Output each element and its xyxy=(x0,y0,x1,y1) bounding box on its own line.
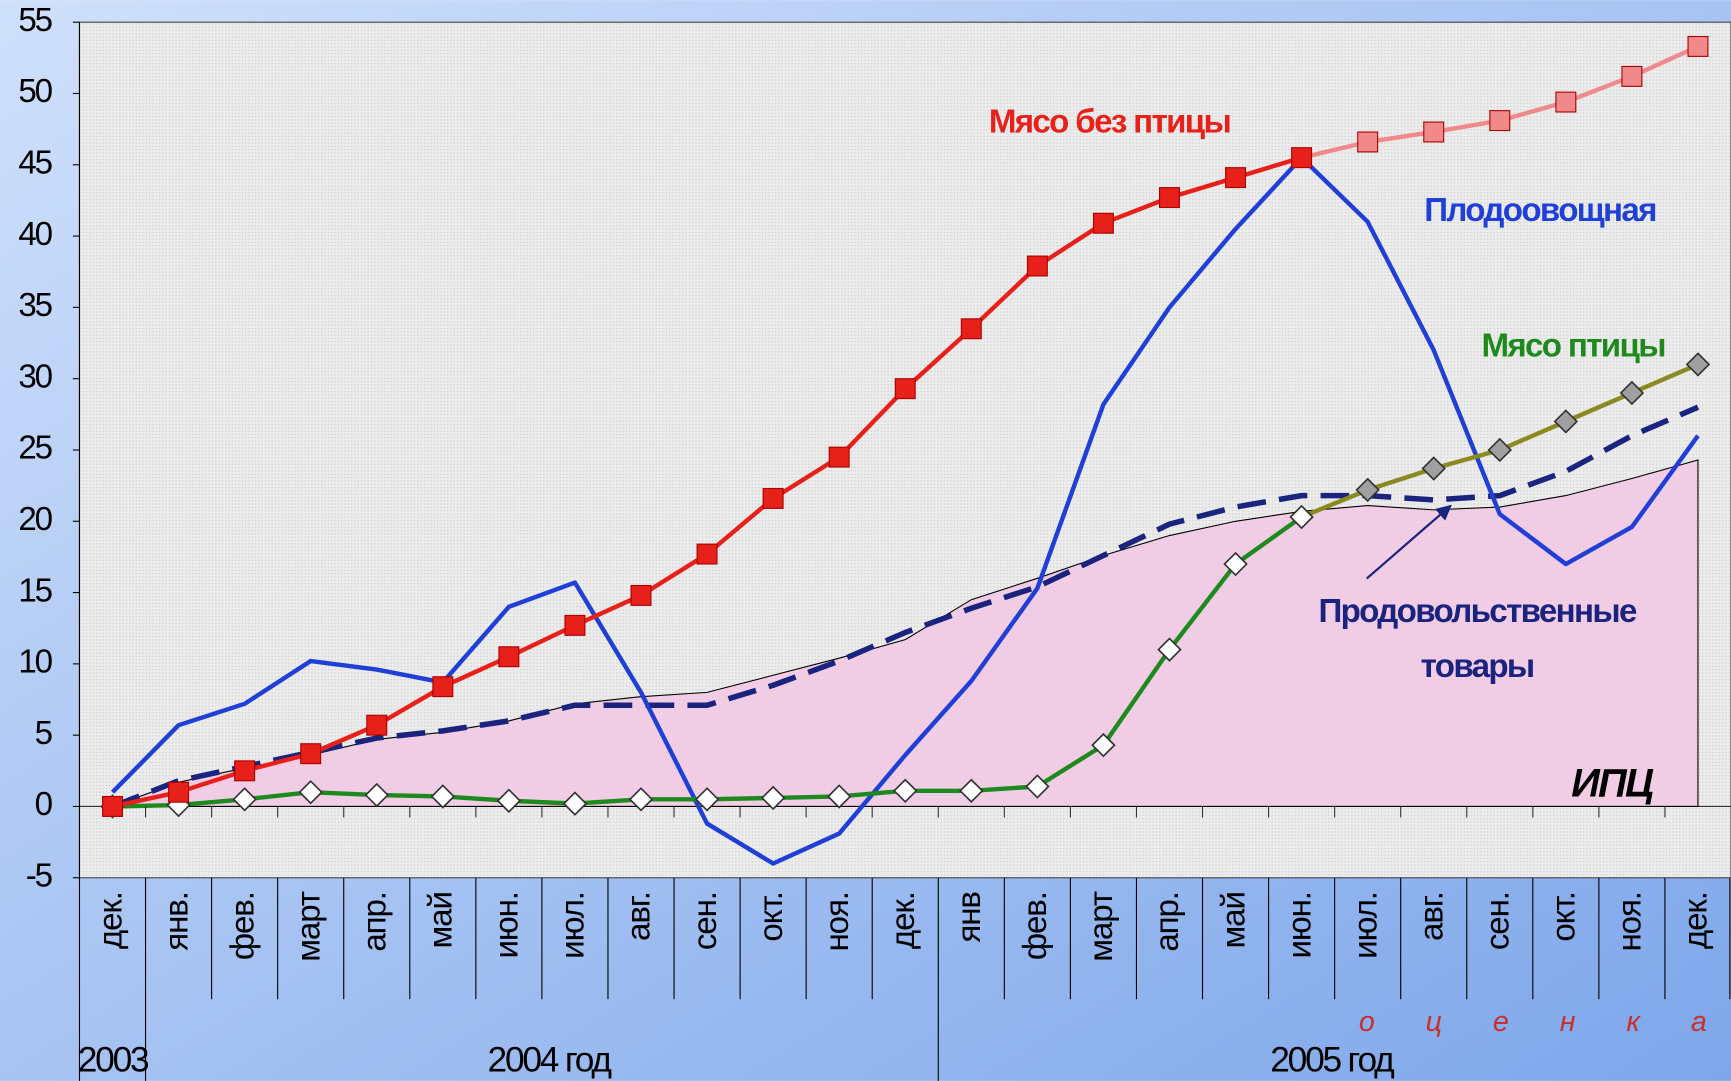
marker xyxy=(300,743,322,765)
x-tick-label: июл. xyxy=(1347,892,1384,959)
marker xyxy=(893,778,918,803)
marker xyxy=(1289,504,1314,530)
x-tick-label: окт. xyxy=(1546,892,1583,942)
x-tick-label: сен. xyxy=(1480,892,1517,950)
marker xyxy=(102,795,124,817)
y-tick-label: 0 xyxy=(35,786,53,823)
y-tick-label: 55 xyxy=(18,2,52,39)
marker xyxy=(234,760,256,782)
x-tick-label: ноя. xyxy=(1612,892,1649,951)
x-tick-label: окт. xyxy=(753,892,790,942)
marker xyxy=(696,543,718,565)
marker xyxy=(760,785,786,811)
x-tick-label: апр. xyxy=(1149,892,1186,952)
marker xyxy=(430,784,456,809)
marker xyxy=(298,779,323,805)
marker xyxy=(562,791,588,816)
marker xyxy=(1687,35,1709,57)
marker xyxy=(432,676,454,698)
series-label: Плодоовощная xyxy=(1424,192,1656,229)
x-tick-label: янв. xyxy=(158,892,195,951)
x-tick-label: авг. xyxy=(1413,892,1450,941)
x-tick-label: май xyxy=(1215,892,1252,948)
x-tick-label: дек. xyxy=(885,892,922,949)
marker xyxy=(168,781,190,803)
marker xyxy=(628,787,654,812)
x-tick-label: июл. xyxy=(555,892,592,959)
marker xyxy=(1091,732,1116,758)
marker xyxy=(960,318,982,340)
series-label: Мясо птицы xyxy=(1481,328,1664,365)
marker xyxy=(1355,477,1380,503)
marker xyxy=(232,787,257,812)
y-tick-label: 5 xyxy=(35,715,53,752)
x-tick-label: март xyxy=(1083,891,1120,962)
marker xyxy=(694,787,720,812)
marker xyxy=(496,788,522,813)
marker xyxy=(1157,637,1182,662)
marker xyxy=(364,782,389,808)
marker xyxy=(1621,65,1643,87)
marker xyxy=(1223,551,1248,577)
marker xyxy=(1291,147,1313,169)
marker xyxy=(1423,121,1445,143)
x-tick-label: дек. xyxy=(92,892,129,949)
marker xyxy=(1555,91,1577,113)
series-label: ИПЦ xyxy=(1571,762,1654,806)
marker xyxy=(366,714,388,736)
y-tick-label: -5 xyxy=(26,858,53,895)
x-tick-label: дек. xyxy=(1678,892,1715,949)
line xyxy=(110,155,1700,866)
x-tick-label: янв xyxy=(951,892,988,943)
marker xyxy=(630,584,652,606)
x-tick-label: ноя. xyxy=(819,892,856,951)
dashed-line xyxy=(111,404,1700,810)
y-tick-label: 40 xyxy=(18,216,52,253)
marker xyxy=(1026,255,1048,277)
x-tick-label: фев. xyxy=(224,892,261,960)
marker xyxy=(1489,110,1511,132)
y-tick-label: 20 xyxy=(18,501,52,538)
marker xyxy=(1357,131,1379,153)
x-tick-label: март xyxy=(290,891,327,962)
y-tick-label: 10 xyxy=(18,644,52,681)
year-label: 2005 год xyxy=(1270,1040,1394,1079)
label-arrow xyxy=(1365,504,1452,580)
marker xyxy=(1092,212,1114,234)
y-tick-label: 25 xyxy=(18,430,52,467)
marker xyxy=(1225,167,1247,189)
marker xyxy=(1685,352,1711,377)
marker xyxy=(1619,380,1645,406)
marker xyxy=(826,784,852,809)
marker xyxy=(894,378,916,400)
x-tick-label: сен. xyxy=(687,892,724,950)
marker xyxy=(959,778,984,803)
marker xyxy=(828,446,850,468)
marker xyxy=(1158,187,1180,209)
marker xyxy=(1487,437,1512,463)
marker xyxy=(1553,409,1579,434)
y-tick-label: 35 xyxy=(18,287,52,324)
x-tick-label: апр. xyxy=(357,892,394,952)
marker xyxy=(1421,456,1446,481)
x-tick-label: май xyxy=(423,892,460,948)
y-tick-label: 15 xyxy=(18,572,52,609)
y-tick-label: 45 xyxy=(18,145,52,182)
year-label: 2004 год xyxy=(488,1040,612,1079)
x-tick-label: июн. xyxy=(1281,892,1318,958)
series-label: Продовольственные товары xyxy=(1318,593,1636,685)
marker xyxy=(762,487,784,509)
series-label: Мясо без птицы xyxy=(989,104,1230,141)
x-tick-label: июн. xyxy=(489,892,526,958)
marker xyxy=(564,614,586,636)
marker xyxy=(498,646,520,668)
x-tick-label: авг. xyxy=(621,892,658,941)
year-label: 2003 xyxy=(78,1040,149,1079)
x-tick-label: фев. xyxy=(1017,892,1054,960)
y-tick-label: 30 xyxy=(18,358,52,395)
y-tick-label: 50 xyxy=(18,73,52,110)
marker xyxy=(1025,774,1050,799)
